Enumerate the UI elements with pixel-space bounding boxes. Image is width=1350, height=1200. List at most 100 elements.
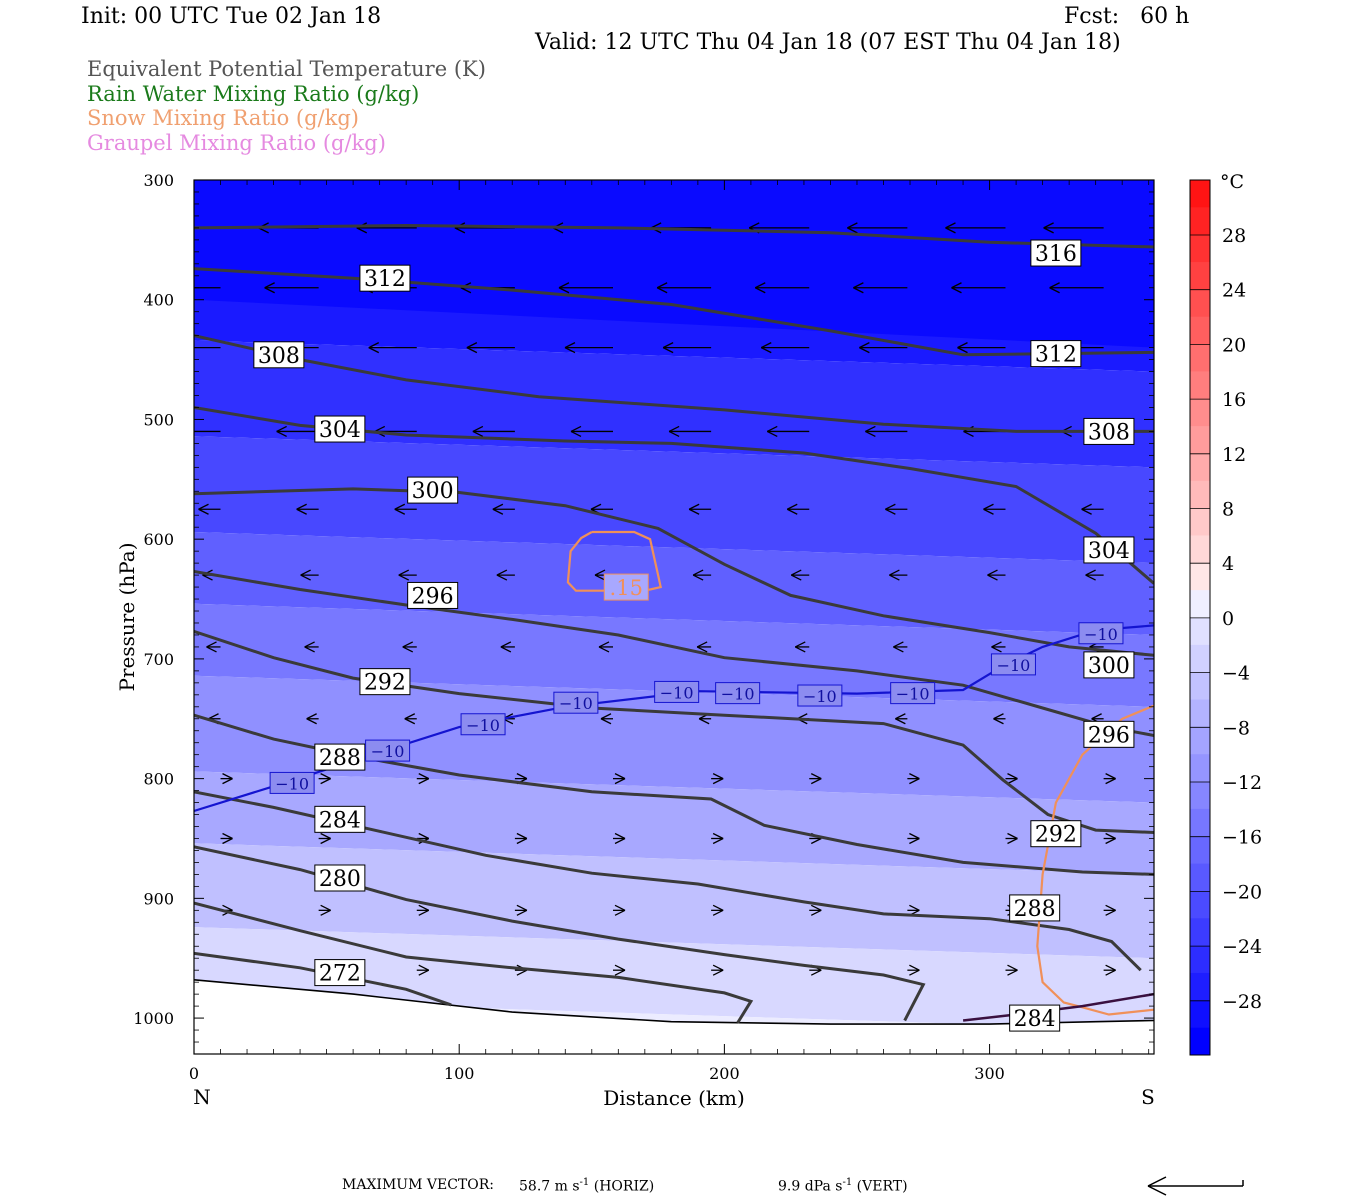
colorbar-cell <box>1190 945 1210 974</box>
theta-e-label-box <box>1009 894 1061 922</box>
colorbar-cell <box>1190 617 1210 646</box>
wind-vector-head <box>983 503 994 510</box>
wind-vector-head <box>1081 503 1092 510</box>
wind-vector-head <box>859 347 870 354</box>
wind-vector-head <box>1007 778 1018 785</box>
wind-vector-head <box>766 430 778 438</box>
wind-vector-head <box>668 430 680 438</box>
wind-vector-head <box>957 342 968 349</box>
wind-vector-head <box>853 287 864 294</box>
wind-vector-head <box>794 646 806 653</box>
colorbar-unit: °C <box>1220 171 1244 193</box>
colorbar-cell <box>1190 316 1210 345</box>
theta-e-label-box <box>359 668 411 696</box>
theta-e-label: 312 <box>1035 343 1077 368</box>
colorbar-label: −8 <box>1222 717 1250 739</box>
theta-e-label-box <box>1083 651 1135 679</box>
wind-vector-head <box>712 964 724 971</box>
isotherm-label: −10 <box>721 685 755 704</box>
wind-vector-head <box>368 347 380 354</box>
wind-vector-head <box>1043 227 1054 234</box>
theta-e-contours <box>194 223 1154 1024</box>
theta-e-label: 304 <box>1088 539 1130 564</box>
wind-vector-head <box>492 508 504 515</box>
wind-vector-head <box>614 773 626 780</box>
contour-labels: 316 312 312 308 308 304 304 300 300 296 296 292 292 2… <box>253 239 1135 1032</box>
wind-vector-head <box>692 574 704 581</box>
wind-vector-head <box>810 969 822 976</box>
wind-vector-head <box>987 574 998 581</box>
wind-vector-head <box>951 287 962 294</box>
wind-vector-head <box>418 773 430 780</box>
snow-label: .15 <box>610 576 643 600</box>
theta-e-label: 288 <box>1014 897 1056 922</box>
theta-e-label: 284 <box>319 808 361 833</box>
shade-band <box>194 180 1154 348</box>
isotherm-label-box <box>553 691 599 714</box>
wind-vector-head <box>1105 773 1116 780</box>
colorbar-label: 8 <box>1222 499 1234 521</box>
wind-vector-head <box>276 430 287 438</box>
wind-vector-head <box>810 773 822 780</box>
wind-vector-head <box>1091 713 1102 720</box>
wind-vector-head <box>600 713 612 720</box>
theta-e-label-box <box>314 743 366 771</box>
theta-e-label: 288 <box>319 746 361 771</box>
terrain-mask <box>194 979 1154 1054</box>
theta-e-label-box <box>1083 536 1135 564</box>
colorbar-cell <box>1190 1000 1210 1029</box>
colorbar-label: −16 <box>1222 827 1262 849</box>
wind-vector-head <box>688 503 700 510</box>
colorbar-cell <box>1190 754 1210 783</box>
x-tick-label: 200 <box>709 1064 740 1083</box>
wind-vector-head <box>167 283 177 288</box>
y-tick-label: 700 <box>143 650 174 669</box>
wind-vector-head <box>1007 832 1018 840</box>
wind-vector-head <box>993 718 1004 725</box>
theta-e-label: 280 <box>319 867 361 892</box>
wind-vector-head <box>712 778 724 785</box>
colorbar-cell <box>1190 890 1210 919</box>
wind-vector-head <box>810 837 822 845</box>
wind-vector-head <box>614 832 626 840</box>
wind-vector-head <box>398 574 410 581</box>
wind-vector-head <box>222 837 233 845</box>
wind-vector-head <box>222 904 233 911</box>
wind-vector-head <box>614 909 626 916</box>
wind-vector-head <box>847 227 858 234</box>
wind-vector-head <box>320 909 331 916</box>
wind-vector-head <box>957 347 968 354</box>
reference-vector-arrow <box>1147 1176 1244 1196</box>
wind-vector-head <box>1085 574 1096 581</box>
wind-vector-head <box>590 503 602 510</box>
colorbar-cell <box>1190 508 1210 536</box>
wind-vector-head <box>1007 773 1018 780</box>
wind-vector-head <box>208 713 219 720</box>
wind-vector-head <box>161 223 171 228</box>
theta-e-contour <box>194 901 754 1024</box>
wind-vector-head <box>1049 282 1060 289</box>
x-tick-label: 100 <box>444 1064 475 1083</box>
wind-vector-head <box>909 964 920 971</box>
colorbar-label: 28 <box>1222 225 1246 247</box>
wind-vector-head <box>1043 222 1054 229</box>
axes: 300 400 500 600 700 800 900 1000 0 100 200 300 <box>133 171 1154 1083</box>
y-tick-label: 400 <box>143 291 174 310</box>
wind-vector-head <box>516 969 528 976</box>
theta-e-label-box <box>1030 239 1082 267</box>
colorbar-cell <box>1190 535 1210 564</box>
wind-vector-head <box>895 718 906 725</box>
wind-vector-head <box>712 969 724 976</box>
wind-vector-head <box>889 569 900 576</box>
max-vert-value: 9.9 dPa s-1 (VERT) <box>778 1177 908 1195</box>
wind-vector-head <box>614 904 626 911</box>
forecast-hour: Fcst: 60 h <box>1064 4 1190 29</box>
wind-vector-head <box>179 426 189 431</box>
wind-vector-head <box>1105 904 1116 911</box>
x-left-end-label: N <box>193 1085 211 1109</box>
wind-vector-head <box>909 969 920 976</box>
y-tick-label: 300 <box>143 171 174 190</box>
wind-vector-head <box>320 778 331 785</box>
wind-vector-head <box>460 287 472 294</box>
